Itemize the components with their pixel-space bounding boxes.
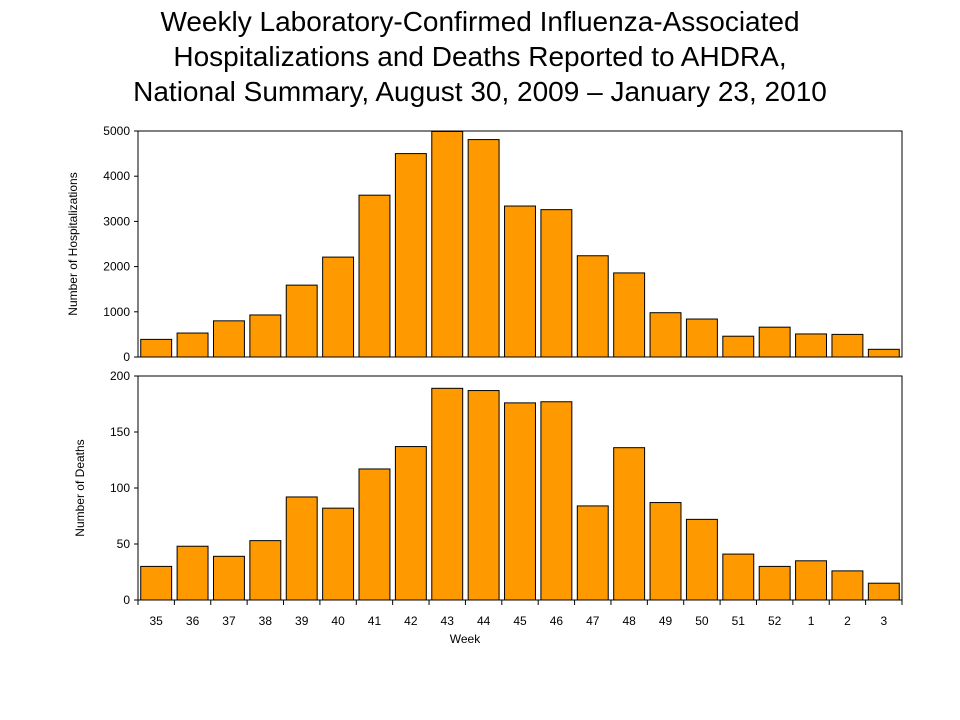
chart-title-line-3: National Summary, August 30, 2009 – Janu… xyxy=(133,76,827,107)
bar-week-44 xyxy=(467,139,500,358)
bar-week-2 xyxy=(831,570,864,601)
bar-week-43 xyxy=(431,387,464,601)
bar-week-1 xyxy=(795,560,828,601)
bar-week-40 xyxy=(322,256,355,358)
y-tick-label: 2000 xyxy=(103,260,130,274)
x-tick-label: 35 xyxy=(150,614,164,628)
x-tick-label: 36 xyxy=(186,614,200,628)
bar-week-51 xyxy=(722,553,755,601)
chart-title-line-2: Hospitalizations and Deaths Reported to … xyxy=(173,41,787,72)
bar-week-2 xyxy=(831,333,864,358)
x-tick-label: 50 xyxy=(695,614,709,628)
x-axis-title: Week xyxy=(450,632,481,646)
y-tick-label: 0 xyxy=(123,350,130,364)
bar-week-35 xyxy=(140,565,173,601)
x-tick-label: 49 xyxy=(659,614,673,628)
y-axis-title: Number of Deaths xyxy=(73,439,87,536)
bar-week-49 xyxy=(649,312,682,358)
y-tick-label: 4000 xyxy=(103,169,130,183)
bar-week-3 xyxy=(867,582,900,601)
bar-week-40 xyxy=(322,507,355,601)
bar-week-46 xyxy=(540,401,573,601)
y-axis-title: Number of Hospitalizations xyxy=(66,172,80,315)
x-tick-label: 1 xyxy=(808,614,815,628)
bar-week-50 xyxy=(685,518,718,601)
bar-week-36 xyxy=(176,332,209,358)
x-tick-label: 45 xyxy=(513,614,527,628)
x-tick-label: 48 xyxy=(622,614,636,628)
chart-title: Weekly Laboratory-Confirmed Influenza-As… xyxy=(0,4,960,109)
x-tick-label: 2 xyxy=(844,614,851,628)
x-tick-label: 43 xyxy=(441,614,455,628)
bar-week-45 xyxy=(504,205,536,358)
bar-week-42 xyxy=(394,153,427,358)
bar-week-41 xyxy=(358,468,391,601)
bar-week-37 xyxy=(212,320,245,358)
bar-week-42 xyxy=(394,446,427,601)
y-tick-label: 3000 xyxy=(103,214,130,228)
bar-week-36 xyxy=(176,545,209,601)
bar-week-38 xyxy=(249,314,282,358)
bar-week-48 xyxy=(613,447,646,601)
bar-week-44 xyxy=(467,390,500,601)
bar-week-50 xyxy=(685,318,718,358)
x-tick-label: 42 xyxy=(404,614,418,628)
bar-week-49 xyxy=(649,502,682,601)
y-tick-label: 100 xyxy=(110,481,130,495)
bar-week-48 xyxy=(613,272,646,358)
x-tick-label: 51 xyxy=(732,614,746,628)
x-tick-label: 44 xyxy=(477,614,491,628)
x-tick-label: 46 xyxy=(550,614,564,628)
bar-week-38 xyxy=(249,540,282,601)
bar-week-52 xyxy=(758,565,791,601)
bar-week-47 xyxy=(576,505,609,601)
bar-week-39 xyxy=(285,496,318,601)
bar-week-45 xyxy=(504,402,536,601)
x-tick-label: 38 xyxy=(259,614,273,628)
y-tick-label: 50 xyxy=(117,537,131,551)
bar-week-37 xyxy=(212,555,245,601)
y-tick-label: 200 xyxy=(110,369,130,383)
x-tick-label: 37 xyxy=(222,614,236,628)
x-tick-label: 3 xyxy=(880,614,887,628)
y-tick-label: 150 xyxy=(110,425,130,439)
y-tick-label: 0 xyxy=(123,593,130,607)
x-tick-label: 47 xyxy=(586,614,600,628)
y-tick-label: 1000 xyxy=(103,305,130,319)
bar-week-47 xyxy=(576,255,609,358)
hospitalizations-chart: 0 1000 2000 3000 4000 5000 Number of Hospitali… xyxy=(66,124,903,364)
bar-week-39 xyxy=(285,284,318,358)
bar-week-52 xyxy=(758,326,791,358)
x-tick-label: 39 xyxy=(295,614,309,628)
chart-title-line-1: Weekly Laboratory-Confirmed Influenza-As… xyxy=(160,6,800,37)
x-tick-label: 52 xyxy=(768,614,782,628)
x-tick-label: 41 xyxy=(368,614,382,628)
x-tick-label: 40 xyxy=(331,614,345,628)
bar-week-41 xyxy=(358,194,391,358)
bar-week-1 xyxy=(795,333,828,358)
y-tick-label: 5000 xyxy=(103,124,130,138)
bar-week-3 xyxy=(867,348,900,358)
bar-week-35 xyxy=(140,338,173,358)
bar-week-51 xyxy=(722,335,755,358)
bar-week-46 xyxy=(540,209,573,358)
bar-week-43 xyxy=(431,130,464,358)
